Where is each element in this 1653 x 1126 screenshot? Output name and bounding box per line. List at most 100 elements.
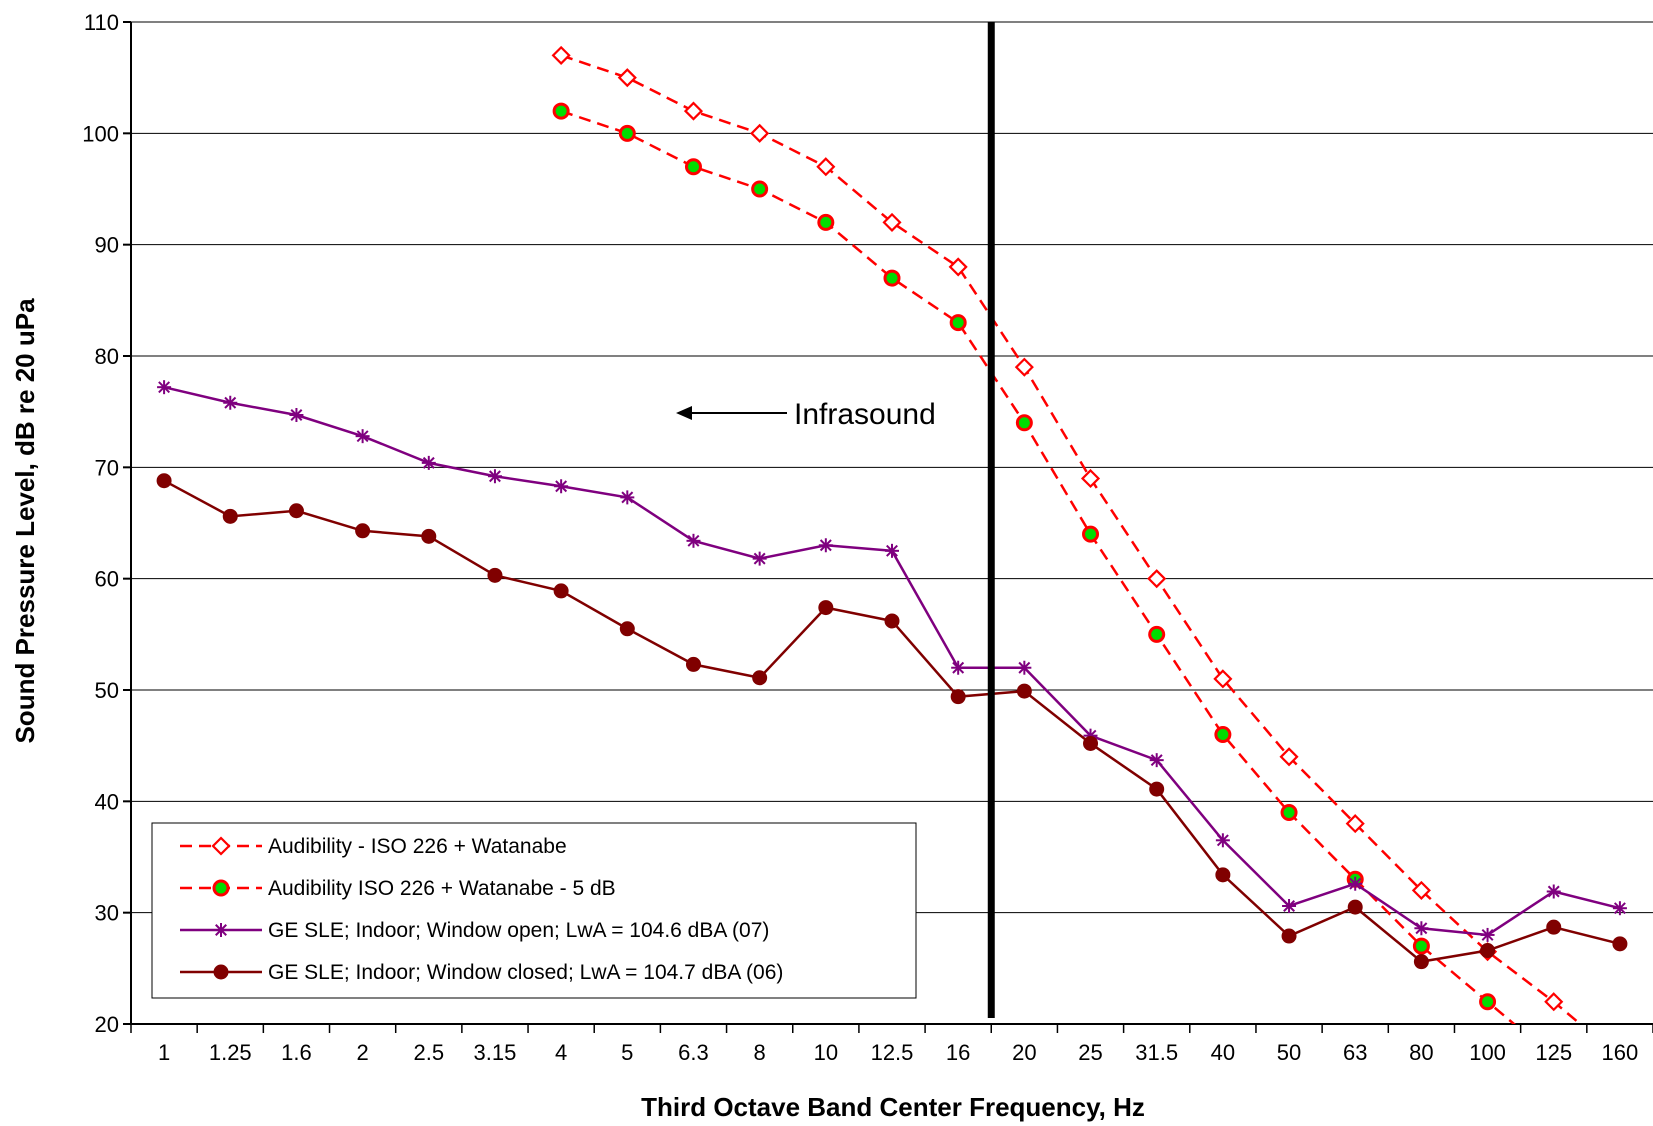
series-3-point-160: [1612, 901, 1627, 916]
star-mark-d2: [1481, 928, 1494, 941]
series-3-point-63: [1348, 876, 1363, 891]
y-tick-label-30: 30: [95, 901, 119, 926]
x-tick-label-160: 160: [1602, 1040, 1639, 1065]
series-1-point-20: [1014, 357, 1034, 377]
y-tick-label-20: 20: [95, 1012, 119, 1037]
x-tick-label-40: 40: [1211, 1040, 1235, 1065]
star-mark-d2: [488, 470, 501, 483]
legend-item-3: GE SLE; Indoor; Window open; LwA = 104.6…: [180, 919, 769, 942]
x-tick-label-1: 1: [158, 1040, 170, 1065]
x-tick-label-100: 100: [1469, 1040, 1506, 1065]
series-3-point-16: [951, 660, 966, 675]
axes: [123, 21, 1653, 1033]
series-1-point-5: [617, 68, 637, 88]
legend-item-2: Audibility ISO 226 + Watanabe - 5 dB: [180, 877, 616, 900]
series-3-point-40: [1215, 833, 1230, 848]
series-4-point-1.25: [222, 508, 238, 524]
series-2-point-50: [1280, 803, 1298, 821]
series-4-point-8: [752, 670, 768, 686]
x-tick-label-5: 5: [621, 1040, 633, 1065]
legend-item-1: Audibility - ISO 226 + Watanabe: [180, 835, 567, 858]
legend-label-1: Audibility - ISO 226 + Watanabe: [268, 835, 567, 858]
x-tick-label-125: 125: [1535, 1040, 1572, 1065]
x-tick-label-1.6: 1.6: [281, 1040, 312, 1065]
star-mark-d2: [952, 661, 965, 674]
x-tick-label-63: 63: [1343, 1040, 1367, 1065]
legend-label-4: GE SLE; Indoor; Window closed; LwA = 104…: [268, 961, 783, 984]
x-tick-label-80: 80: [1409, 1040, 1433, 1065]
star-mark-d2: [1613, 902, 1626, 915]
star-mark-d2: [621, 491, 634, 504]
series-1-point-40: [1213, 669, 1233, 689]
y-tick-label-100: 100: [82, 121, 119, 146]
series-2-point-5: [618, 124, 636, 142]
series-3-point-31.5: [1149, 753, 1164, 768]
series-4-point-2: [355, 523, 371, 539]
series-1-point-63: [1345, 814, 1365, 834]
star-mark-d2: [753, 552, 766, 565]
star-mark-d2: [886, 544, 898, 557]
series-4-point-50: [1281, 928, 1297, 944]
legend-swatch-marker-1: [211, 836, 231, 856]
infrasound-label: Infrasound: [794, 398, 936, 431]
y-tick-label-90: 90: [95, 233, 119, 258]
legend-swatch-marker-2: [212, 879, 230, 897]
series-3-point-2.5: [421, 455, 436, 470]
series-2-point-40: [1214, 726, 1232, 744]
series-3-point-8: [752, 551, 767, 566]
y-tick-label-70: 70: [95, 455, 119, 480]
series-1-point-125: [1544, 992, 1564, 1012]
star-mark-d2: [215, 924, 227, 936]
series-2-point-100: [1479, 993, 1497, 1011]
star-mark-d2: [1349, 877, 1362, 890]
star-mark-d2: [422, 456, 435, 469]
series-4-point-100: [1480, 943, 1496, 959]
star-mark-d2: [224, 396, 237, 409]
x-axis-title: Third Octave Band Center Frequency, Hz: [641, 1092, 1145, 1122]
star-mark-d2: [1018, 661, 1031, 674]
series-4-point-6.3: [685, 656, 701, 672]
legend: Audibility - ISO 226 + Watanabe Audibilit…: [151, 822, 917, 999]
series-3-point-1: [157, 380, 172, 395]
series-3-point-125: [1546, 884, 1561, 899]
series-2-point-31.5: [1148, 625, 1166, 643]
x-tick-label-50: 50: [1277, 1040, 1301, 1065]
y-tick-label-50: 50: [95, 678, 119, 703]
legend-swatch-marker-3: [214, 923, 228, 937]
x-tick-label-8: 8: [754, 1040, 766, 1065]
series-4-point-1.6: [288, 503, 304, 519]
series-2-point-12.5: [883, 269, 901, 287]
y-tick-label-60: 60: [95, 567, 119, 592]
y-tick-label-80: 80: [95, 344, 119, 369]
series-4-point-80: [1413, 954, 1429, 970]
series-4-point-16: [950, 689, 966, 705]
series-1-point-8: [750, 123, 770, 143]
series-2-point-8: [751, 180, 769, 198]
star-mark-d2: [1547, 885, 1560, 898]
series-4-point-125: [1546, 919, 1562, 935]
series-3-point-1.25: [223, 395, 238, 410]
y-tick-labels: 20 30 40 50 60 70 80 90 100 110: [82, 10, 119, 1037]
y-axis-title: Sound Pressure Level, dB re 20 uPa: [10, 298, 40, 744]
star-mark-d2: [1283, 900, 1296, 912]
x-tick-label-1.25: 1.25: [209, 1040, 252, 1065]
x-tick-label-6.3: 6.3: [678, 1040, 709, 1065]
x-tick-label-4: 4: [555, 1040, 567, 1065]
series-3-point-10: [818, 538, 833, 553]
series-4-point-4: [553, 583, 569, 599]
series-4-point-40: [1215, 867, 1231, 883]
x-tick-label-16: 16: [946, 1040, 970, 1065]
series-4-point-2.5: [421, 528, 437, 544]
x-tick-label-2.5: 2.5: [413, 1040, 444, 1065]
x-tick-label-31.5: 31.5: [1135, 1040, 1178, 1065]
series-4-point-31.5: [1149, 781, 1165, 797]
series-1-point-16: [948, 257, 968, 277]
series-4: [156, 473, 1628, 970]
series-1-point-4: [551, 45, 571, 65]
series-3-point-4: [554, 479, 569, 494]
series-3-point-20: [1017, 660, 1032, 675]
series-2-point-16: [949, 314, 967, 332]
series-3-point-50: [1282, 898, 1297, 913]
star-mark-d2: [687, 534, 700, 547]
